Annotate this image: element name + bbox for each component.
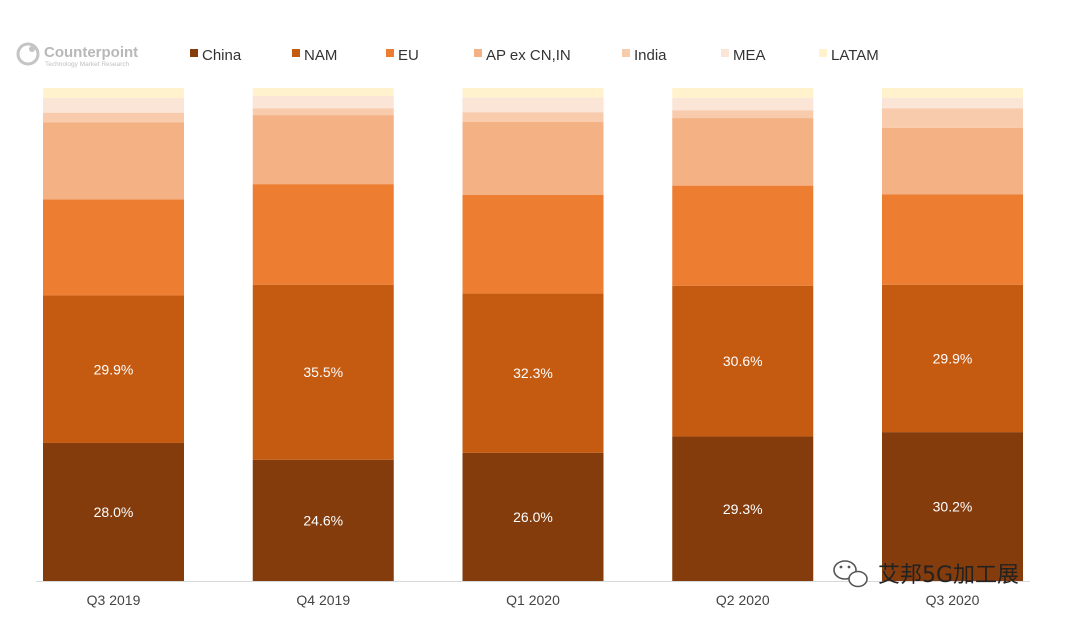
legend-label-mea: MEA	[733, 47, 766, 64]
counterpoint-logo: Counterpoint Technology Market Research	[16, 42, 138, 68]
legend-label-latam: LATAM	[831, 47, 879, 64]
legend-swatch-nam	[292, 49, 300, 57]
bar-segment-nam-q2-2020	[672, 285, 814, 437]
bar-segment-nam-q3-2020	[882, 284, 1023, 433]
legend-swatch-latam	[819, 49, 827, 57]
bar-segment-ap-ex-cn-in-q3-2019	[43, 122, 184, 200]
bar-segment-eu-q3-2020	[882, 194, 1023, 285]
data-label-china-q3-2020: 30.2%	[933, 499, 973, 515]
bar-segment-mea-q4-2019	[252, 95, 394, 109]
legend-swatch-mea	[721, 49, 729, 57]
brand-tagline: Technology Market Research	[45, 61, 130, 68]
data-label-nam-q3-2019: 29.9%	[94, 361, 134, 377]
data-label-china-q3-2019: 28.0%	[94, 504, 134, 520]
bar-segment-ap-ex-cn-in-q4-2019	[252, 115, 394, 185]
x-axis-ticks: Q3 2019 Q4 2019 Q1 2020 Q2 2020 Q3 2020	[87, 592, 980, 608]
data-label-nam-q1-2020: 32.3%	[513, 365, 553, 381]
bar-segment-nam-q4-2019	[252, 284, 394, 460]
bar-segment-eu-q4-2019	[252, 184, 394, 285]
bar-segment-latam-q3-2019	[43, 88, 184, 98]
bar-segment-latam-q3-2020	[882, 88, 1023, 98]
legend-swatch-china	[190, 49, 198, 57]
legend-swatch-ap-ex-cn-in	[474, 49, 482, 57]
bar-segment-ap-ex-cn-in-q2-2020	[672, 118, 814, 186]
tick-label-q1-2020: Q1 2020	[506, 592, 560, 608]
bar-segment-china-q4-2019	[252, 459, 394, 581]
bar-segment-china-q1-2020	[462, 452, 604, 581]
bar-segment-india-q2-2020	[672, 110, 814, 119]
legend-swatch-eu	[386, 49, 394, 57]
bar-segment-ap-ex-cn-in-q1-2020	[462, 122, 604, 195]
data-label-china-q2-2020: 29.3%	[723, 501, 763, 517]
tick-label-q3-2020: Q3 2020	[926, 592, 980, 608]
tick-label-q4-2019: Q4 2019	[296, 592, 350, 608]
bar-segment-mea-q3-2020	[882, 97, 1023, 109]
bar-segment-eu-q1-2020	[462, 194, 604, 294]
bar-segment-latam-q1-2020	[462, 88, 604, 98]
data-label-nam-q3-2020: 29.9%	[933, 350, 973, 366]
legend-label-nam: NAM	[304, 47, 337, 64]
data-label-china-q4-2019: 24.6%	[303, 512, 343, 528]
brand-name: Counterpoint	[44, 44, 138, 61]
bar-segment-mea-q3-2019	[43, 97, 184, 113]
bar-segment-mea-q1-2020	[462, 97, 604, 113]
legend-label-india: India	[634, 47, 667, 64]
legend-label-eu: EU	[398, 47, 419, 64]
data-label-china-q1-2020: 26.0%	[513, 509, 553, 525]
tick-label-q3-2019: Q3 2019	[87, 592, 141, 608]
bar-segment-eu-q2-2020	[672, 185, 814, 286]
counterpoint-logo-dot	[29, 46, 35, 52]
bar-segment-ap-ex-cn-in-q3-2020	[882, 127, 1023, 195]
bar-segment-latam-q2-2020	[672, 88, 814, 98]
legend: China NAM EU AP ex CN,IN India MEA LATAM	[190, 47, 879, 64]
wechat-icon	[833, 560, 868, 588]
bar-segment-india-q1-2020	[462, 112, 604, 123]
data-label-nam-q4-2019: 35.5%	[303, 364, 343, 380]
bar-segment-latam-q4-2019	[252, 88, 394, 96]
bar-segment-china-q2-2020	[672, 436, 814, 581]
counterpoint-logo-icon	[16, 42, 40, 66]
bar-segment-nam-q3-2019	[43, 295, 184, 443]
watermark: 艾邦5G加工展	[833, 560, 1019, 588]
bar-segment-china-q3-2020	[882, 432, 1023, 581]
legend-swatch-india	[622, 49, 630, 57]
data-label-nam-q2-2020: 30.6%	[723, 353, 763, 369]
bar-segment-india-q3-2019	[43, 112, 184, 123]
legend-label-china: China	[202, 47, 242, 64]
bar-segment-mea-q2-2020	[672, 97, 814, 111]
bar-segment-india-q3-2020	[882, 108, 1023, 128]
bars: 28.0% 29.9% 24.6% 35.5% 26.0% 32.3% 29.3% 30.6%…	[43, 88, 1023, 581]
legend-label-ap-ex-cn-in: AP ex CN,IN	[486, 47, 571, 64]
bar-segment-india-q4-2019	[252, 108, 394, 116]
tick-label-q2-2020: Q2 2020	[716, 592, 770, 608]
bar-segment-nam-q1-2020	[462, 293, 604, 453]
bar-segment-china-q3-2019	[43, 442, 184, 581]
watermark-text: 艾邦5G加工展	[878, 563, 1019, 588]
bar-segment-eu-q3-2019	[43, 199, 184, 296]
